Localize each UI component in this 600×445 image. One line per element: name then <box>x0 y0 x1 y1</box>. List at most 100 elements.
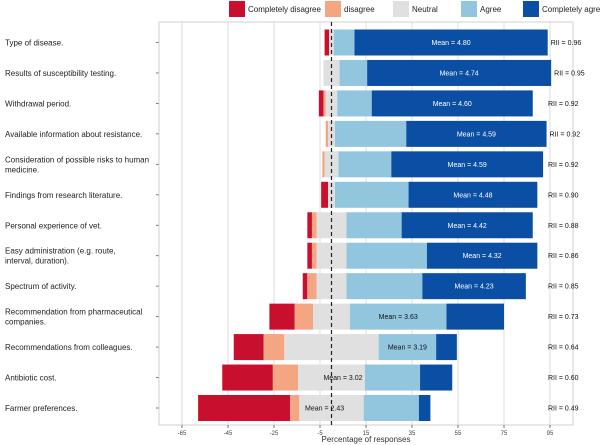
row-label: Recommendation from pharmaceutical <box>5 308 143 317</box>
row-label: Withdrawal period. <box>5 99 71 108</box>
bar-completely-disagree <box>324 29 330 56</box>
row-label: Findings from research literature. <box>5 191 122 200</box>
bar-completely-agree <box>354 29 548 56</box>
legend-label: Neutral <box>412 5 438 14</box>
x-tick-label: -45 <box>224 431 233 437</box>
x-tick-label: 75 <box>501 431 508 437</box>
bar-completely-disagree <box>269 303 295 330</box>
rii-label: RII = 0.95 <box>554 70 585 77</box>
bar-completely-disagree <box>318 90 324 117</box>
bar-completely-agree <box>436 334 457 361</box>
legend-swatch <box>393 1 409 17</box>
bar-neutral <box>328 120 335 147</box>
row-label: Farmer preferences. <box>5 404 77 413</box>
bar-completely-agree <box>371 90 533 117</box>
bar-agree <box>338 151 392 178</box>
mean-label: Mean = 4.80 <box>432 40 471 47</box>
legend-swatch <box>523 1 539 17</box>
rii-label: RII = 0.60 <box>548 375 579 382</box>
row-label: Easy administration (e.g. route, <box>5 247 116 256</box>
bar-agree <box>346 212 402 239</box>
rii-label: RII = 0.88 <box>548 223 579 230</box>
row-label: companies. <box>5 318 46 327</box>
mean-label: Mean = 3.19 <box>388 345 427 352</box>
legend-swatch <box>325 1 341 17</box>
bar-agree <box>363 395 419 421</box>
mean-label: Mean = 4.48 <box>453 192 492 199</box>
bar-agree <box>378 334 437 361</box>
x-tick-label: -5 <box>317 431 323 437</box>
bar-agree <box>334 181 409 208</box>
rii-label: RII = 0.49 <box>548 406 579 413</box>
x-tick-label: 95 <box>547 431 554 437</box>
bar-completely-disagree <box>302 273 308 300</box>
mean-label: Mean = 2.43 <box>305 406 344 413</box>
rii-label: RII = 0.64 <box>548 345 579 352</box>
legend-swatch <box>229 1 245 17</box>
legend: Completely disagree disagree Neutral Agree C… <box>229 1 600 17</box>
mean-label: Mean = 4.32 <box>463 253 502 260</box>
rii-label: RII = 0.92 <box>548 162 579 169</box>
bar-agree <box>346 273 423 300</box>
rii-label: RII = 0.73 <box>548 314 579 321</box>
bar-completely-agree <box>408 181 538 208</box>
mean-label: Mean = 3.02 <box>323 375 362 382</box>
bar-completely-agree <box>422 273 526 300</box>
row-label: Results of susceptibility testing. <box>5 69 116 78</box>
bar-neutral <box>325 90 338 117</box>
row-label: Recommendations from colleagues. <box>5 343 133 352</box>
bar-completely-agree <box>426 242 538 269</box>
bar-disagree <box>325 120 329 147</box>
mean-label: Mean = 4.74 <box>440 70 479 77</box>
row-label: Available information about resistance. <box>5 130 142 139</box>
rii-label: RII = 0.85 <box>548 284 579 291</box>
bar-agree <box>334 120 407 147</box>
x-axis-label: Percentage of responses <box>322 435 411 444</box>
bar-disagree <box>307 273 317 300</box>
bar-agree <box>339 59 368 86</box>
bar-completely-disagree <box>321 181 329 208</box>
row-label: medicine. <box>5 165 39 174</box>
bar-disagree <box>263 334 285 361</box>
annotations: Mean = 4.80 RII = 0.96 Mean = 4.74 RII = 0.… <box>305 40 585 413</box>
x-tick-label: -25 <box>270 431 279 437</box>
legend-label: disagree <box>344 5 375 14</box>
row-label: Antibiotic cost. <box>5 374 57 383</box>
rii-label: RII = 0.90 <box>548 192 579 199</box>
legend-label: Completely agree <box>542 5 600 14</box>
bar-completely-disagree <box>222 364 273 391</box>
bar-completely-agree <box>406 120 547 147</box>
bar-agree <box>333 29 355 56</box>
bar-disagree <box>272 364 299 391</box>
bar-completely-agree <box>401 212 533 239</box>
bar-agree <box>364 364 421 391</box>
bar-disagree <box>311 242 317 269</box>
row-labels: Type of disease. Results of susceptibilit… <box>5 39 159 413</box>
bar-completely-disagree <box>233 334 264 361</box>
bar-completely-disagree <box>307 242 312 269</box>
bar-completely-disagree <box>198 395 291 421</box>
row-label: Consideration of possible risks to human <box>5 155 149 164</box>
bar-completely-agree <box>391 151 544 178</box>
mean-label: Mean = 4.59 <box>448 162 487 169</box>
bar-disagree <box>294 303 314 330</box>
legend-swatch <box>461 1 477 17</box>
bar-completely-agree <box>367 59 552 86</box>
mean-label: Mean = 4.59 <box>457 131 496 138</box>
mean-label: Mean = 4.60 <box>433 101 472 108</box>
bar-neutral <box>328 181 335 208</box>
x-tick-label: 55 <box>455 431 462 437</box>
bar-completely-disagree <box>307 212 312 239</box>
bar-completely-agree <box>420 364 453 391</box>
row-label: interval, duration). <box>5 257 69 266</box>
bar-agree <box>346 242 427 269</box>
legend-label: Agree <box>480 5 502 14</box>
rii-label: RII = 0.92 <box>550 131 581 138</box>
mean-label: Mean = 4.42 <box>448 223 487 230</box>
bar-completely-agree <box>446 303 504 330</box>
bar-disagree <box>322 151 325 178</box>
rii-label: RII = 0.86 <box>548 253 579 260</box>
rii-label: RII = 0.96 <box>551 40 582 47</box>
row-label: Spectrum of activity. <box>5 282 76 291</box>
